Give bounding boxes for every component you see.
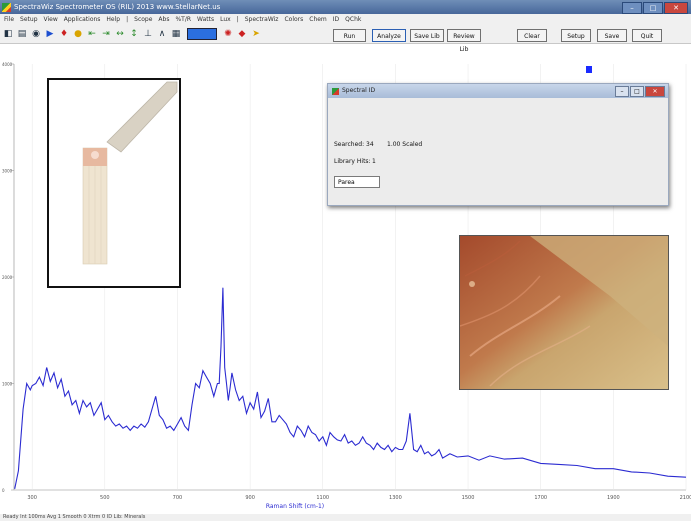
clear-button[interactable]: Clear	[517, 29, 547, 42]
menu-applications[interactable]: Applications	[63, 15, 101, 23]
dialog-minimize-button[interactable]: –	[615, 86, 629, 97]
status-bar: Ready Int 100ms Avg 1 Smooth 0 Xtrm 0 ID…	[0, 514, 691, 521]
dialog-close-button[interactable]: ✕	[645, 86, 665, 97]
spectrum-line	[14, 287, 687, 490]
menu-file[interactable]: File	[4, 15, 15, 23]
menu-spectrawiz[interactable]: SpectraWiz	[244, 15, 279, 23]
x-tick-label: 1900	[607, 495, 620, 501]
menu-transmission[interactable]: %T/R	[175, 15, 192, 23]
x-tick-label: 1300	[389, 495, 402, 501]
menu-chem[interactable]: Chem	[309, 15, 327, 23]
menu-setup[interactable]: Setup	[20, 15, 38, 23]
zoom-y-icon[interactable]: ↕	[130, 28, 138, 39]
scale-icon[interactable]: ⊥	[144, 28, 152, 39]
x-tick-label: 2100	[680, 495, 691, 501]
menu-watts[interactable]: Watts	[197, 15, 215, 23]
menu-id[interactable]: ID	[332, 15, 340, 23]
searched-label: Searched:	[334, 141, 365, 148]
minimize-button[interactable]: –	[622, 2, 642, 14]
menu-colors[interactable]: Colors	[284, 15, 304, 23]
scaled-label: 1.00 Scaled	[387, 141, 423, 148]
layout-icon[interactable]: ▦	[171, 28, 181, 39]
x-tick-label: 900	[245, 495, 255, 501]
zoom-x-icon[interactable]: ↔	[116, 28, 124, 39]
match-result-field[interactable]: Parea	[334, 176, 380, 188]
menu-qchk[interactable]: QChk	[345, 15, 362, 23]
y-tick-label: 3000	[2, 169, 13, 174]
close-button[interactable]: ✕	[664, 2, 688, 14]
peak-icon[interactable]: ∧	[158, 28, 166, 39]
menu-abs[interactable]: Abs	[158, 15, 170, 23]
cie-icon[interactable]: ◆	[238, 28, 246, 39]
sample-photo	[47, 78, 181, 288]
dialog-app-icon	[332, 87, 339, 95]
maximize-button[interactable]: □	[643, 2, 663, 14]
play-icon[interactable]: ▶	[46, 28, 54, 39]
dialog-title-bar: Spectral ID	[328, 84, 668, 98]
library-hits-count: 1	[372, 158, 376, 165]
save-button[interactable]: Save	[597, 29, 627, 42]
title-bar: SpectraWiz Spectrometer OS (RIL) 2013 ww…	[0, 0, 691, 14]
x-axis-label: Raman Shift (cm-1)	[266, 503, 324, 510]
cursor-marker[interactable]	[586, 66, 592, 73]
menu-lux[interactable]: Lux	[220, 15, 231, 23]
menu-scope[interactable]: Scope	[134, 15, 153, 23]
color-swatch-button[interactable]	[187, 27, 217, 40]
cursor-left-icon[interactable]: ⇤	[88, 28, 96, 39]
run-button[interactable]: Run	[333, 29, 366, 42]
menu-help[interactable]: Help	[106, 15, 121, 23]
app-icon	[2, 2, 11, 12]
spectral-id-dialog: Spectral ID – □ ✕	[327, 83, 669, 206]
dialog-maximize-button[interactable]: □	[630, 86, 644, 97]
arrow-icon[interactable]: ➤	[252, 28, 260, 39]
x-tick-label: 300	[27, 495, 37, 501]
window-title: SpectraWiz Spectrometer OS (RIL) 2013 ww…	[14, 3, 221, 11]
microscope-image	[459, 235, 669, 390]
menu-separator: |	[126, 15, 129, 23]
y-tick-label: 4000	[2, 62, 13, 67]
dialog-title: Spectral ID	[342, 87, 376, 94]
y-tick-label: 2000	[2, 275, 13, 280]
analyze-button[interactable]: Analyze	[372, 29, 406, 42]
x-tick-label: 1700	[534, 495, 547, 501]
probe-icon[interactable]: ♦	[59, 28, 69, 39]
x-tick-label: 1500	[462, 495, 475, 501]
y-tick-label: 1000	[2, 382, 13, 387]
x-tick-label: 1100	[316, 495, 329, 501]
setup-button[interactable]: Setup	[561, 29, 591, 42]
camera-icon[interactable]: ◉	[32, 28, 40, 39]
lightbulb-icon[interactable]: ●	[74, 28, 82, 39]
quit-button[interactable]: Quit	[632, 29, 662, 42]
cursor-right-icon[interactable]: ⇥	[102, 28, 110, 39]
review-lib-button[interactable]: Review Lib	[447, 29, 481, 53]
color-wheel-icon[interactable]: ✺	[224, 28, 232, 39]
y-tick-label: 0	[2, 488, 5, 493]
x-tick-label: 700	[173, 495, 183, 501]
library-hits-label: Library Hits:	[334, 158, 371, 165]
searched-count: 34	[366, 141, 374, 148]
x-tick-label: 500	[100, 495, 110, 501]
menu-separator: |	[236, 15, 239, 23]
save-icon[interactable]: ◧	[3, 28, 13, 39]
menu-bar: File Setup View Applications Help | Scop…	[0, 14, 691, 24]
menu-view[interactable]: View	[43, 15, 58, 23]
save-lib-button[interactable]: Save Lib	[410, 29, 444, 42]
print-icon[interactable]: ▤	[17, 28, 27, 39]
